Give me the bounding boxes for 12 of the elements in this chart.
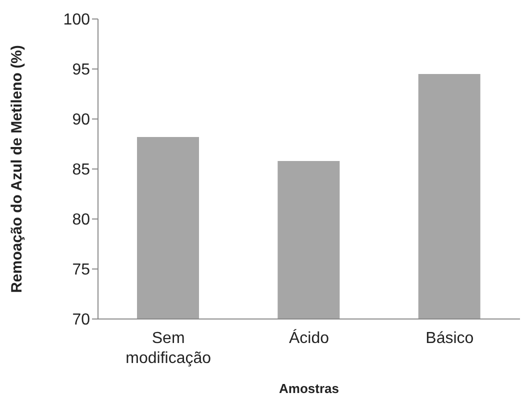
y-tick-label: 85: [72, 162, 90, 179]
x-axis-title: Amostras: [279, 381, 339, 396]
x-tick-label: Sem modificação: [126, 330, 212, 367]
y-tick-label: 80: [72, 212, 90, 229]
y-axis-title: Remoação do Azul de Metileno (%): [8, 45, 26, 293]
y-tick-label: 75: [72, 262, 90, 279]
y-tick-label: 100: [63, 12, 90, 29]
y-tick-label: 70: [72, 312, 90, 329]
x-tick-label: Básico: [426, 330, 474, 347]
y-tick-label: 95: [72, 62, 90, 79]
x-tick-label: Ácido: [288, 329, 330, 347]
y-tick-label: 90: [72, 112, 90, 129]
